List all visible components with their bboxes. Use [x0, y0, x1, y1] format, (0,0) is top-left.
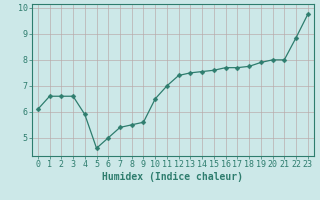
X-axis label: Humidex (Indice chaleur): Humidex (Indice chaleur) — [102, 172, 243, 182]
